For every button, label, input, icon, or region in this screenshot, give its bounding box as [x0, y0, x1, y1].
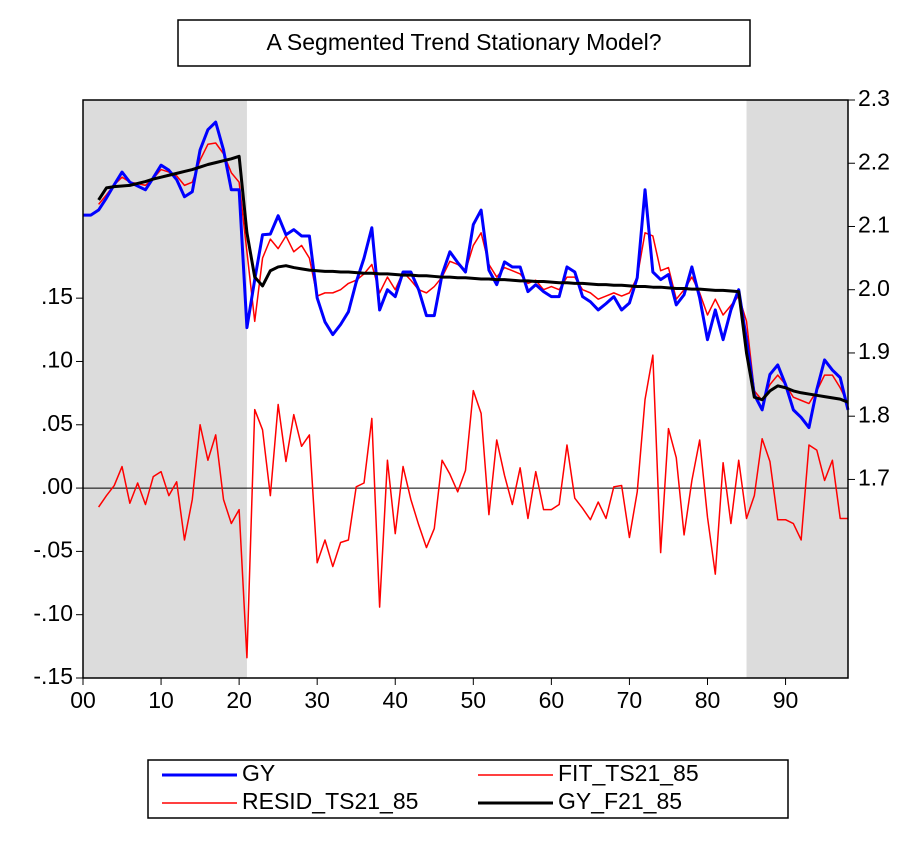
chart-title: A Segmented Trend Stationary Model?: [266, 29, 661, 55]
x-tick-label: 80: [695, 687, 721, 713]
x-tick-label: 40: [382, 687, 408, 713]
legend-label: GY_F21_85: [558, 788, 682, 814]
y2-tick-label: 2.3: [858, 85, 890, 111]
x-tick-label: 20: [226, 687, 252, 713]
y-tick-label: -.10: [33, 600, 73, 626]
legend-label: FIT_TS21_85: [558, 760, 699, 786]
shaded-region: [83, 100, 247, 678]
x-tick-label: 30: [304, 687, 330, 713]
y2-tick-label: 1.9: [858, 338, 890, 364]
x-tick-label: 60: [539, 687, 565, 713]
plot-area: -.15 -.10 -.05 .00 .05 .10 .15 1.7 1.8 1.9 2.0 2.1 2…: [33, 85, 890, 713]
y-tick-label: .15: [41, 283, 73, 309]
x-tick-label: 00: [70, 687, 96, 713]
plot-frame: [82, 99, 849, 679]
y2-tick-label: 2.0: [858, 275, 890, 301]
y2-tick-label: 2.1: [858, 212, 890, 238]
series-line: [83, 120, 850, 430]
y-tick-label: .10: [41, 347, 73, 373]
legend-label: GY: [242, 760, 275, 786]
shaded-region: [746, 100, 848, 678]
x-tick-label: 50: [461, 687, 487, 713]
y-tick-label: -.15: [33, 663, 73, 689]
legend-label: RESID_TS21_85: [242, 788, 418, 814]
y-tick-label: .00: [41, 473, 73, 499]
title-box: [177, 19, 751, 67]
series-line: [97, 354, 848, 659]
y2-tick-label: 2.2: [858, 148, 890, 174]
y-tick-label: .05: [41, 410, 73, 436]
y-tick-label: -.05: [33, 536, 73, 562]
x-tick-label: 70: [617, 687, 643, 713]
x-tick-label: 10: [148, 687, 174, 713]
x-tick-label: 90: [773, 687, 799, 713]
legend-box: [147, 759, 789, 819]
series-line: [97, 154, 849, 404]
y2-tick-label: 1.8: [858, 401, 890, 427]
y2-tick-label: 1.7: [858, 465, 890, 491]
